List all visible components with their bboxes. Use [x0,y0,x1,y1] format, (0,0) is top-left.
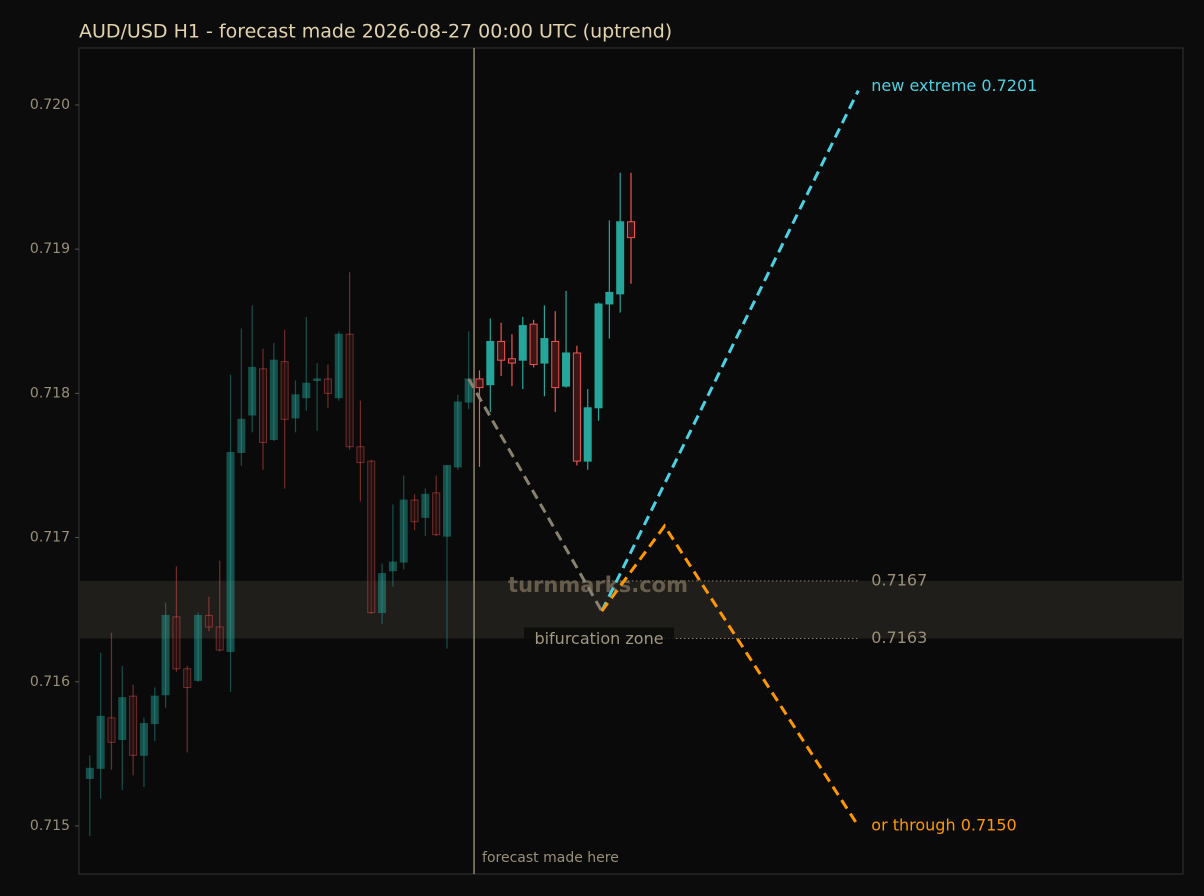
plot-area [78,47,1184,875]
candle-body [367,460,376,614]
candle-body [605,291,614,305]
candle-body [410,499,419,523]
candle-body [432,492,441,536]
candle-body [291,394,300,419]
y-tick-label: 0.718 [30,385,70,401]
candle-body [518,325,527,361]
forecast-path [600,523,860,827]
candle-body [507,358,516,364]
candle-body [129,695,138,756]
zone-low-label: 0.7163 [871,628,927,647]
path-label: new extreme 0.7201 [871,76,1037,95]
candle-body [172,616,181,670]
candle-body [118,697,127,740]
candle-body [183,668,192,689]
candle-body [594,303,603,409]
candle-body [313,378,322,381]
candle-body [269,359,278,441]
y-tick-label: 0.720 [30,97,70,113]
candle-body [475,378,484,389]
candle-body [237,418,246,453]
path-label: or through 0.7150 [871,815,1016,834]
candle-body [204,614,213,628]
candle-body [248,366,257,416]
candle-body [540,338,549,364]
chart-title: AUD/USD H1 - forecast made 2026-08-27 00… [79,21,672,43]
candle-body [356,446,365,464]
y-tick-label: 0.716 [30,674,70,690]
zone-label-bg [524,627,674,650]
candle-body [107,717,116,743]
candle-body [583,407,592,462]
candle-body [627,221,635,239]
candle-body [562,352,571,387]
candle-body [280,361,289,420]
candle-body [302,382,311,399]
candle-body [150,695,159,725]
candle-body [551,340,560,389]
candle-body [616,221,625,295]
candle-body [323,378,332,394]
candle-body [399,499,408,563]
candle-body [96,715,105,769]
y-tick-label: 0.715 [30,818,70,834]
y-tick-label: 0.717 [30,530,70,546]
candle-body [443,464,451,537]
candle-body [345,333,354,448]
forecast-path [600,89,860,612]
candle-body [215,626,224,651]
candle-body [161,614,170,696]
zone-high-label: 0.7167 [871,570,927,589]
forecast-label: forecast made here [482,850,619,866]
candle-body [259,368,267,443]
zone-label: bifurcation zone [534,629,663,648]
forecast-path [467,378,604,612]
candle-body [453,401,462,468]
candle-body [497,340,506,361]
watermark: turnmarks.com [508,573,688,597]
candle-body [388,561,397,572]
y-tick-label: 0.719 [30,241,70,257]
candle-body [85,767,94,779]
candle-body [378,573,387,614]
candle-body [334,333,343,399]
candle-body [529,323,538,366]
candle-body [421,493,430,518]
candle-body [486,340,495,386]
candle-body [226,451,235,652]
candle-body [139,723,148,756]
candle-body [194,614,203,681]
candle-body [572,352,581,462]
